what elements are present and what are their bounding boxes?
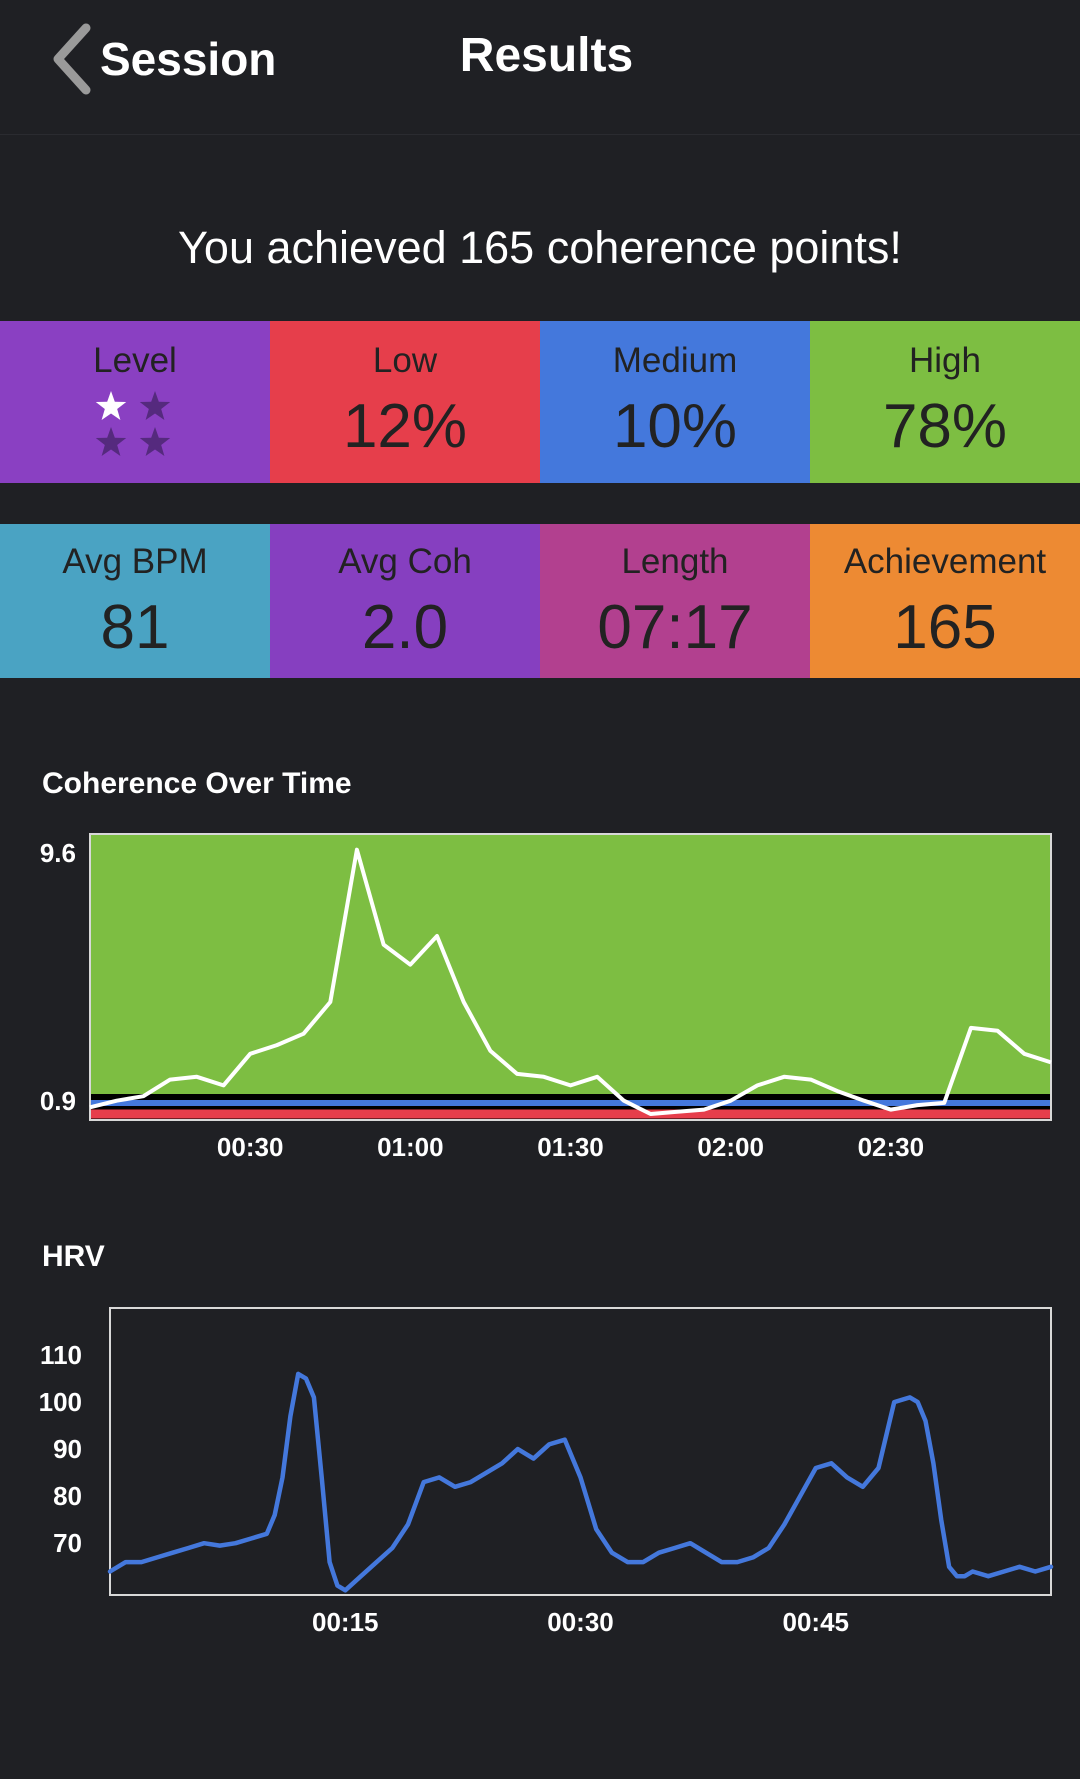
length-value: 07:17: [597, 593, 753, 662]
coherence-plot-border: [89, 833, 1052, 1121]
coherence-x-tick-label: 00:30: [217, 1132, 284, 1160]
coherence-y-tick-label: 0.9: [40, 1086, 76, 1116]
header-bar: Session Results: [0, 0, 1080, 135]
session-stats-row: Avg BPM 81 Avg Coh 2.0 Length 07:17 Achi…: [0, 524, 1080, 678]
medium-value: 10%: [612, 392, 738, 461]
zone-stats-row: Level Low 12% Medium 10% High 78%: [0, 321, 1080, 483]
hrv-y-tick-label: 110: [40, 1340, 82, 1370]
low-label: Low: [372, 341, 438, 380]
low-tile: Low 12%: [270, 321, 540, 483]
high-tile: High 78%: [810, 321, 1080, 483]
level-tile: Level: [0, 321, 270, 483]
star-empty-icon: [139, 391, 171, 420]
page-title: Results: [459, 29, 634, 82]
avg-bpm-label: Avg BPM: [62, 542, 208, 581]
star-empty-icon: [139, 427, 171, 456]
coherence-y-tick-label: 9.6: [40, 838, 76, 868]
coherence-high-zone: [90, 834, 1051, 1094]
star-filled-icon: [95, 391, 127, 420]
achievement-label: Achievement: [843, 542, 1047, 581]
coherence-chart: 0.9 9.6 00:30 01:00 01:30 02:00 02:30: [40, 833, 1052, 1160]
level-stars: [94, 389, 176, 461]
avg-coh-tile: Avg Coh 2.0: [270, 524, 540, 678]
high-value: 78%: [882, 392, 1008, 461]
level-label: Level: [93, 341, 177, 380]
hrv-chart-title: HRV: [42, 1240, 105, 1273]
coherence-x-tick-label: 02:00: [697, 1132, 764, 1160]
hrv-x-tick-label: 00:15: [312, 1607, 379, 1637]
hrv-y-tick-label: 80: [53, 1481, 82, 1511]
high-label: High: [909, 341, 981, 380]
avg-coh-value: 2.0: [361, 593, 449, 662]
coherence-line: [89, 847, 1052, 1116]
achievement-value: 165: [893, 593, 997, 662]
avg-bpm-value: 81: [100, 593, 170, 662]
coherence-x-tick-label: 02:30: [858, 1132, 925, 1160]
coherence-x-tick-label: 01:00: [377, 1132, 444, 1160]
low-value: 12%: [342, 392, 468, 461]
hrv-chart: 70 80 90 100 110 00:15 00:30 00:45: [39, 1307, 1054, 1637]
coherence-chart-title: Coherence Over Time: [42, 767, 352, 800]
achievement-tile: Achievement 165: [810, 524, 1080, 678]
hrv-plot-border: [109, 1307, 1052, 1596]
back-button[interactable]: Session: [50, 22, 276, 96]
medium-label: Medium: [612, 341, 738, 380]
hrv-y-tick-label: 100: [39, 1387, 82, 1417]
hrv-y-tick-label: 70: [53, 1528, 82, 1558]
back-label: Session: [100, 33, 277, 85]
coherence-x-tick-label: 01:30: [537, 1132, 604, 1160]
hrv-line: [107, 1371, 1054, 1593]
length-label: Length: [621, 542, 729, 581]
avg-bpm-tile: Avg BPM 81: [0, 524, 270, 678]
length-tile: Length 07:17: [540, 524, 810, 678]
hrv-x-tick-label: 00:45: [783, 1607, 850, 1637]
star-empty-icon: [95, 427, 127, 456]
chevron-left-icon: [53, 23, 91, 95]
achievement-headline: You achieved 165 coherence points!: [178, 222, 902, 273]
avg-coh-label: Avg Coh: [338, 542, 472, 581]
hrv-y-tick-label: 90: [53, 1434, 82, 1464]
hrv-x-tick-label: 00:30: [547, 1607, 614, 1637]
medium-tile: Medium 10%: [540, 321, 810, 483]
